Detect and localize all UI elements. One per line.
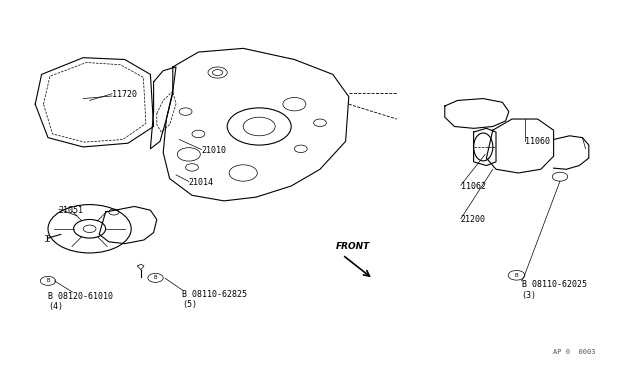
Text: B: B bbox=[46, 278, 50, 283]
Text: 11062: 11062 bbox=[461, 182, 486, 190]
Text: 21200: 21200 bbox=[461, 215, 486, 224]
Text: FRONT: FRONT bbox=[336, 242, 371, 251]
Text: B 08120-61010
(4): B 08120-61010 (4) bbox=[48, 292, 113, 311]
Text: AP 0  0003: AP 0 0003 bbox=[553, 349, 595, 355]
Text: B: B bbox=[515, 273, 518, 278]
Text: B 08110-62025
(3): B 08110-62025 (3) bbox=[522, 280, 587, 300]
Text: B 08110-62825
(5): B 08110-62825 (5) bbox=[182, 290, 248, 309]
Text: 11060: 11060 bbox=[525, 137, 550, 146]
Text: 21014: 21014 bbox=[189, 178, 214, 187]
Text: 11720: 11720 bbox=[112, 90, 137, 99]
Text: B: B bbox=[154, 275, 157, 280]
Text: 21010: 21010 bbox=[202, 146, 227, 155]
Text: 21051: 21051 bbox=[59, 206, 84, 215]
